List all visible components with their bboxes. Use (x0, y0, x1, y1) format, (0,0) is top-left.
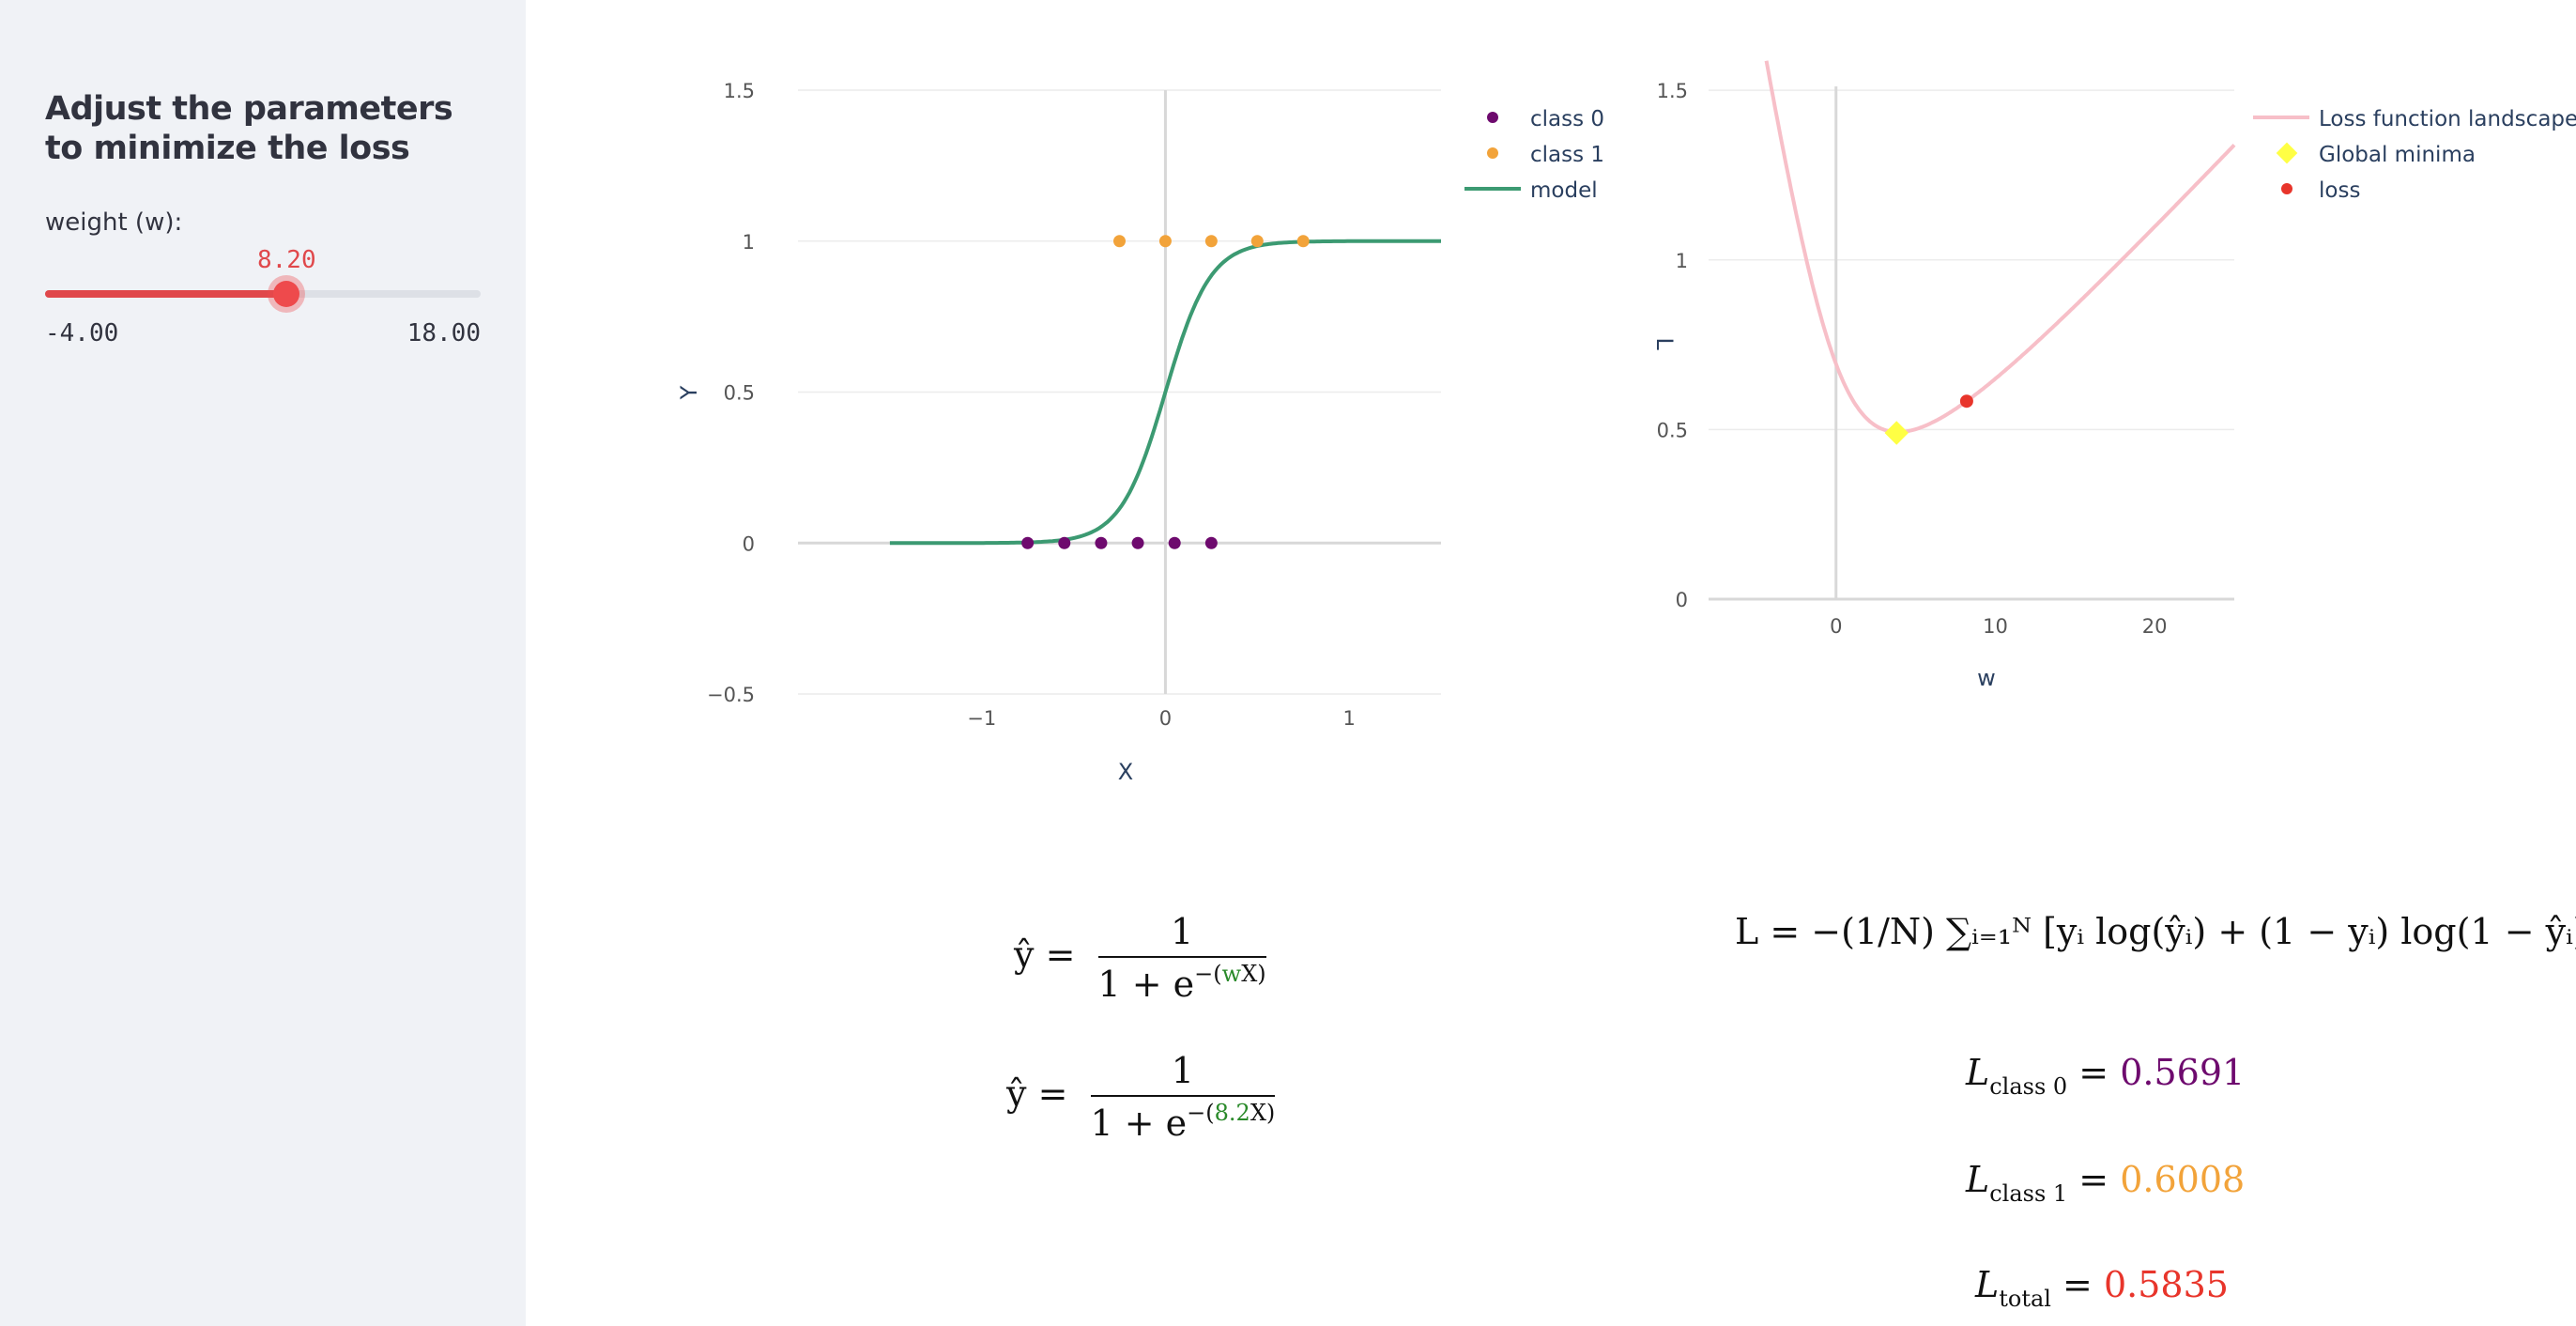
slider-min: -4.00 (45, 319, 118, 347)
legend-marker-class1 (1487, 147, 1498, 159)
x-axis-label: X (1118, 759, 1133, 785)
loss-class0: Lclass 0 = 0.5691 (1966, 1052, 2245, 1093)
loss-axis-label: L (1652, 337, 1678, 350)
legend-marker-loss (2281, 183, 2292, 194)
sidebar: Adjust the parameters to minimize the lo… (0, 0, 526, 1326)
y-tick-label: 0 (743, 532, 755, 555)
fraction: 1 1 + e−(8.2X) (1091, 1050, 1276, 1144)
class1-point (1159, 235, 1172, 247)
numerator: 1 (1098, 911, 1266, 958)
x-tick-label: −1 (967, 707, 996, 730)
class1-point (1251, 235, 1264, 247)
denominator: 1 + e−(wX) (1098, 958, 1266, 1005)
sidebar-title: Adjust the parameters to minimize the lo… (45, 89, 477, 168)
x-tick-label: 0 (1159, 707, 1172, 730)
y-tick-label: 1.5 (724, 80, 755, 102)
loss-landscape-chart: 0 0.5 1 1.5 0 10 20 w L Loss function landscap… (1652, 56, 2576, 714)
class0-point (1205, 537, 1218, 549)
y-axis-label: Y (676, 385, 702, 400)
x-tick-label: 10 (1983, 615, 2008, 638)
x-tick-label: 0 (1830, 615, 1842, 638)
class0-point (1132, 537, 1144, 549)
equals-sign: = (1046, 934, 1076, 976)
slider-fill (45, 290, 286, 298)
class0-point (1169, 537, 1181, 549)
loss-class1-value: 0.6008 (2120, 1159, 2245, 1200)
y-tick-label: 1 (743, 231, 755, 254)
x-tick-label: 1 (1342, 707, 1355, 730)
y-tick-label: 1 (1676, 250, 1688, 272)
y-tick-label: 0.5 (1657, 419, 1688, 441)
numerator: 1 (1091, 1050, 1276, 1097)
slider-max: 18.00 (407, 319, 481, 347)
class0-point (1095, 537, 1107, 549)
class1-point (1205, 235, 1218, 247)
weight-slider[interactable]: 8.20 -4.00 18.00 (45, 246, 481, 349)
loss-formula: L = −(1/N) ∑ᵢ₌₁ᴺ [yᵢ log(ŷᵢ) + (1 − yᵢ) … (1735, 911, 2576, 952)
legend-loss: loss (2319, 178, 2360, 203)
legend-class1: class 1 (1530, 143, 1604, 167)
slider-thumb[interactable] (273, 281, 299, 307)
class1-point (1297, 235, 1310, 247)
legend-model: model (1530, 178, 1598, 203)
legend-class0: class 0 (1530, 107, 1604, 131)
denominator: 1 + e−(8.2X) (1091, 1097, 1276, 1144)
loss-total-value: 0.5835 (2104, 1264, 2229, 1305)
y-tick-label: 1.5 (1657, 80, 1688, 102)
legend-marker-class0 (1487, 112, 1498, 123)
legend-2: Loss function landscape Global minima lo… (2253, 107, 2576, 203)
slider-value: 8.20 (257, 246, 316, 274)
class0-point (1021, 537, 1034, 549)
legend-marker-minima (2277, 143, 2298, 164)
loss-total: Ltotal = 0.5835 (1975, 1264, 2229, 1305)
legend: class 0 class 1 model (1464, 107, 1604, 203)
model-chart: −0.5 0 0.5 1 1.5 −1 0 1 X Y class 0 class 1 mod… (676, 56, 1615, 808)
y-tick-label: −0.5 (707, 684, 755, 706)
loss-class1: Lclass 1 = 0.6008 (1966, 1159, 2245, 1200)
yhat-symbol: ŷ (1014, 934, 1034, 976)
x-tick-label: 20 (2142, 615, 2168, 638)
w-value: 8.2 (1215, 1100, 1250, 1126)
y-tick-label: 0 (1676, 589, 1688, 611)
yhat-symbol: ŷ (1006, 1073, 1026, 1115)
y-tick-label: 0.5 (724, 382, 755, 405)
w-symbol: w (1222, 961, 1242, 987)
class0-point (1058, 537, 1070, 549)
global-minima-marker (1885, 421, 1909, 444)
weight-slider-label: weight (w): (45, 208, 182, 237)
legend-minima: Global minima (2319, 143, 2476, 167)
class1-point (1113, 235, 1126, 247)
legend-landscape: Loss function landscape (2319, 107, 2576, 131)
equals-sign: = (1038, 1073, 1068, 1115)
fraction: 1 1 + e−(wX) (1098, 911, 1266, 1005)
current-loss-marker (1960, 394, 1973, 408)
loss-class0-value: 0.5691 (2120, 1052, 2245, 1093)
w-axis-label: w (1977, 665, 1996, 691)
model-equation-numeric: ŷ = 1 1 + e−(8.2X) (1006, 1050, 1275, 1144)
model-equation: ŷ = 1 1 + e−(wX) (1014, 911, 1266, 1005)
